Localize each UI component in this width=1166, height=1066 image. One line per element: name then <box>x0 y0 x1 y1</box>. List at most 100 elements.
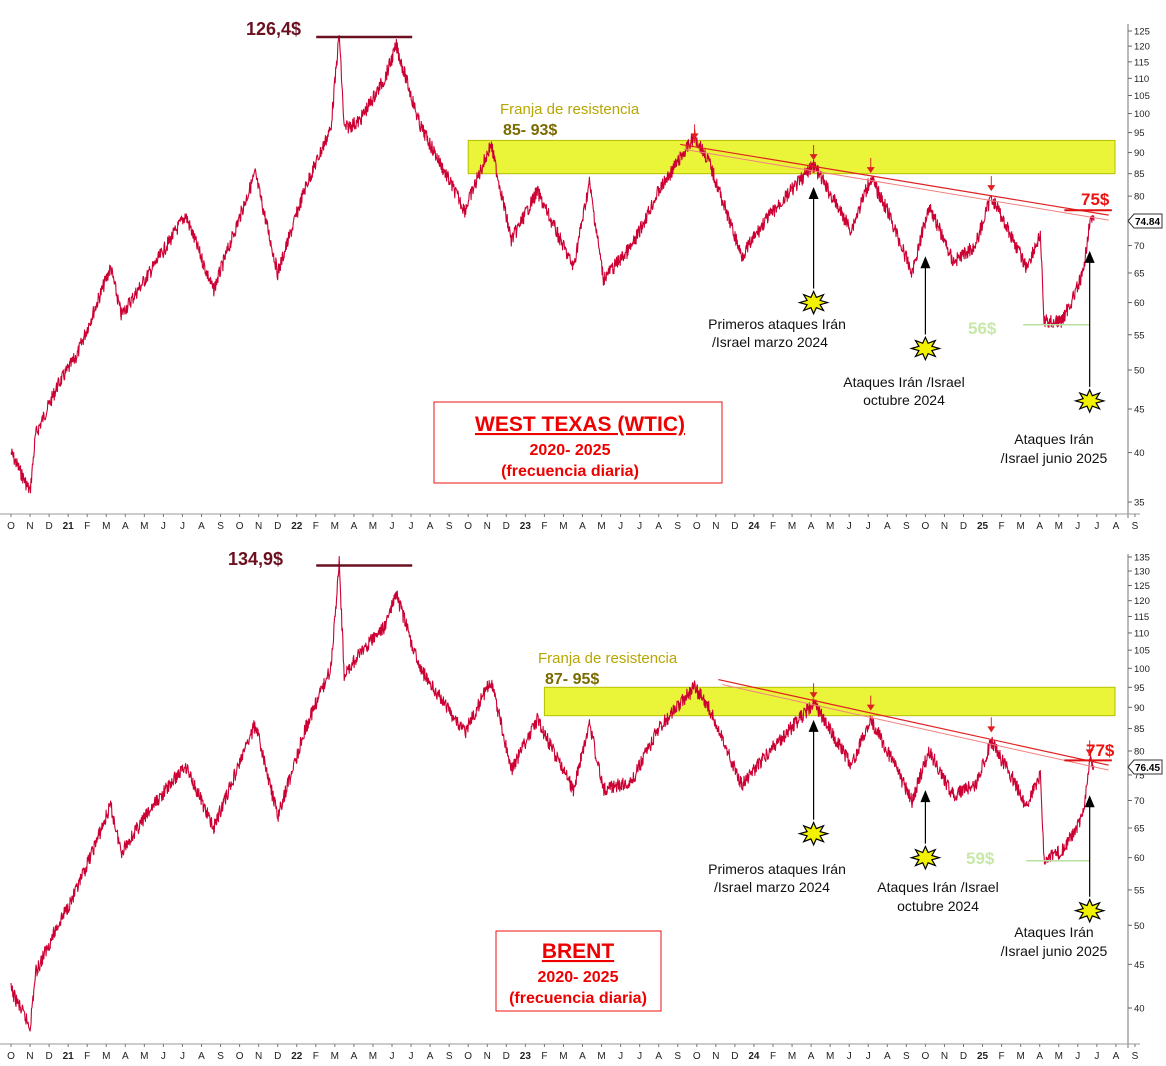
wtic-y-tick-label: 50 <box>1134 366 1145 377</box>
brent-band-label: Franja de resistencia <box>538 650 678 667</box>
brent-x-tick-label: M <box>369 1051 377 1062</box>
wtic-event-1-line-2: /Israel marzo 2024 <box>712 334 828 350</box>
brent-x-tick-label: S <box>674 1051 681 1062</box>
wtic-event-1: Primeros ataques Irán /Israel marzo 2024 <box>708 316 846 350</box>
wtic-x-tick-label: M <box>1016 521 1024 532</box>
wtic-x-tick-label: A <box>427 521 434 532</box>
wtic-event-burst-icon <box>909 335 942 362</box>
brent-x-tick-label: J <box>1075 1051 1080 1062</box>
brent-x-tick-label: D <box>274 1051 281 1062</box>
brent-event-burst-icon <box>1073 897 1106 924</box>
wtic-x-tick-label: S <box>903 521 910 532</box>
wtic-event-3-line-1: Ataques Irán <box>1014 431 1093 447</box>
brent-y-tick-label: 50 <box>1134 921 1145 932</box>
wtic-y-tick-label: 65 <box>1134 268 1145 279</box>
wtic-y-tick-label: 125 <box>1134 27 1150 38</box>
brent-x-tick-label: M <box>1055 1051 1063 1062</box>
brent-event-arrow-head <box>808 719 819 732</box>
brent-y-tick-label: 95 <box>1134 683 1145 694</box>
wtic-x-tick-label: S <box>217 521 224 532</box>
brent-x-tick-label: A <box>122 1051 129 1062</box>
brent-y-tick-label: 60 <box>1134 853 1145 864</box>
wtic-title: WEST TEXAS (WTIC) <box>475 413 685 436</box>
brent-event-3-line-1: Ataques Irán <box>1014 924 1093 940</box>
wtic-title-box: WEST TEXAS (WTIC) 2020- 2025 (frecuencia… <box>433 401 723 484</box>
wtic-resistance-band <box>467 139 1116 175</box>
wtic-x-tick-label: M <box>788 521 796 532</box>
brent-x-tick-label: O <box>7 1051 15 1062</box>
wtic-event-burst-icon <box>797 289 830 316</box>
brent-x-tick-label: M <box>559 1051 567 1062</box>
wtic-x-tick-label: F <box>770 521 776 532</box>
brent-x-tick-label: 24 <box>748 1051 760 1062</box>
brent-band-range: 87- 95$ <box>545 671 599 688</box>
wtic-x-tick-label: N <box>712 521 719 532</box>
wtic-price-line <box>10 35 1095 494</box>
brent-support-label: 59$ <box>966 849 995 868</box>
brent-trendline-lower <box>722 684 1109 771</box>
wtic-x-tick-label: A <box>1036 521 1043 532</box>
wtic-x-tick-label: N <box>941 521 948 532</box>
brent-event-1-line-1: Primeros ataques Irán <box>708 861 846 877</box>
wtic-x-tick-label: M <box>597 521 605 532</box>
wtic-x-tick-label: M <box>1055 521 1063 532</box>
wtic-event-3: Ataques Irán /Israel junio 2025 <box>1001 431 1108 466</box>
brent-x-tick-label: J <box>1094 1051 1099 1062</box>
brent-x-tick-label: S <box>903 1051 910 1062</box>
brent-x-tick-label: O <box>693 1051 701 1062</box>
wtic-y-tick-label: 90 <box>1134 148 1145 159</box>
brent-price-series <box>10 556 1095 1032</box>
wtic-x-tick-label: N <box>255 521 262 532</box>
brent-x-tick-label: S <box>217 1051 224 1062</box>
brent-price-line <box>10 556 1095 1032</box>
brent-x-tick-label: M <box>331 1051 339 1062</box>
wtic-x-tick-label: O <box>693 521 701 532</box>
brent-resistance-band <box>543 686 1116 717</box>
wtic-x-tick-label: S <box>674 521 681 532</box>
wtic-x-tick-label: A <box>198 521 205 532</box>
wtic-y-tick-label: 95 <box>1134 128 1145 139</box>
wtic-x-tick-label: 23 <box>520 521 532 532</box>
brent-x-tick-label: M <box>102 1051 110 1062</box>
wtic-price-series <box>10 35 1095 494</box>
wtic-x-tick-label: A <box>122 521 129 532</box>
wtic-y-tick-label: 60 <box>1134 298 1145 309</box>
brent-y-tick-label: 125 <box>1134 581 1150 592</box>
wtic-x-tick-label: J <box>637 521 642 532</box>
brent-x-tick-label: N <box>941 1051 948 1062</box>
wtic-overlays <box>316 35 1112 414</box>
wtic-event-2-line-2: octubre 2024 <box>863 392 945 408</box>
wtic-trendline-lower <box>684 148 1109 221</box>
brent-y-tick-label: 120 <box>1134 596 1150 607</box>
brent-event-3: Ataques Irán /Israel junio 2025 <box>1001 924 1108 959</box>
brent-x-axis: O N D 21 F M A M J J A S O N D 22 F M A M J J A S O N D 23 F M A M J J A S O… <box>0 1043 1140 1062</box>
brent-x-tick-label: 21 <box>63 1051 75 1062</box>
wtic-event-arrow-head <box>1084 250 1095 263</box>
wtic-x-tick-label: S <box>446 521 453 532</box>
wtic-event-2: Ataques Irán /Israel octubre 2024 <box>843 374 964 408</box>
wtic-x-tick-label: M <box>369 521 377 532</box>
wtic-band-label: Franja de resistencia <box>500 101 640 118</box>
wtic-last-price: 74.84 <box>1135 217 1160 228</box>
brent-x-tick-label: A <box>579 1051 586 1062</box>
wtic-y-tick-label: 105 <box>1134 91 1150 102</box>
wtic-y-tick-label: 110 <box>1134 74 1149 85</box>
brent-x-tick-label: N <box>26 1051 33 1062</box>
brent-resistance-label: 77$ <box>1086 741 1115 760</box>
brent-x-tick-label: F <box>313 1051 319 1062</box>
brent-y-tick-label: 115 <box>1134 612 1149 623</box>
wtic-x-tick-label: D <box>45 521 52 532</box>
brent-event-arrow-head <box>1084 795 1095 808</box>
brent-title: BRENT <box>542 940 615 963</box>
brent-event-2-line-2: octubre 2024 <box>897 898 979 914</box>
wtic-peak-label: 126,4$ <box>246 19 301 39</box>
wtic-x-tick-label: M <box>331 521 339 532</box>
wtic-x-tick-label: S <box>1132 521 1139 532</box>
wtic-x-tick-label: N <box>26 521 33 532</box>
wtic-x-tick-label: A <box>579 521 586 532</box>
wtic-y-tick-label: 100 <box>1134 109 1150 120</box>
brent-x-tick-label: O <box>464 1051 472 1062</box>
wtic-x-tick-label: F <box>541 521 547 532</box>
wtic-touch-arrow-head <box>866 167 875 174</box>
wtic-event-1-line-1: Primeros ataques Irán <box>708 316 846 332</box>
